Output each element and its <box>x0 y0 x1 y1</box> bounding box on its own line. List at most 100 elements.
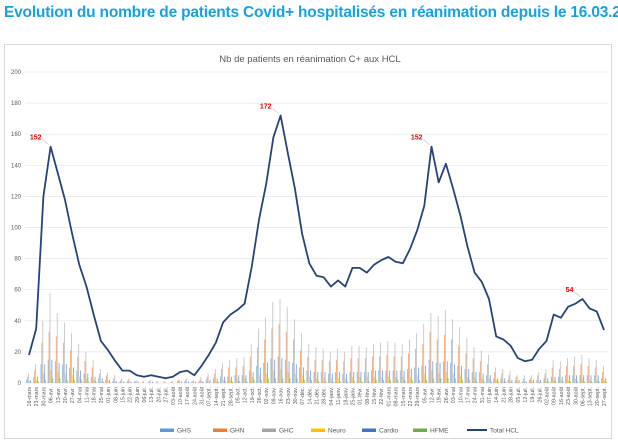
bar-hfme <box>548 381 550 383</box>
bar-cardio <box>346 373 347 383</box>
bar-hfme <box>66 379 68 383</box>
bar-ghn <box>77 356 79 383</box>
bar-cardio <box>604 378 606 383</box>
bar-hfme <box>347 381 348 383</box>
bar-cardio <box>152 381 153 383</box>
bar-ghc <box>495 367 496 383</box>
bar-neuro <box>309 376 311 383</box>
bar-cardio <box>353 372 355 383</box>
bar-ghn <box>185 379 186 383</box>
bar-ghc <box>207 373 209 383</box>
bar-ghs <box>565 375 566 383</box>
bar-ghs <box>414 367 416 383</box>
bar-ghc <box>430 313 432 383</box>
bar-ghc <box>243 356 245 383</box>
bar-ghc <box>250 344 252 383</box>
bar-ghc <box>329 351 331 383</box>
bar-ghs <box>105 379 106 383</box>
bar-ghs <box>234 375 236 383</box>
bar-ghn <box>127 379 129 383</box>
bar-ghs <box>299 367 301 383</box>
bar-cardio <box>195 381 197 383</box>
y-tick-label: 80 <box>14 257 21 263</box>
bar-ghn <box>364 358 366 383</box>
bar-ghc <box>193 379 195 383</box>
peak-annotation: 54 <box>566 287 574 294</box>
bar-hfme <box>282 378 284 383</box>
bar-ghn <box>170 381 172 383</box>
legend-swatch-neuro <box>311 428 325 432</box>
bar-ghs <box>119 381 121 383</box>
bar-ghn <box>400 356 402 383</box>
x-tick-label: 07-sept. <box>207 387 213 406</box>
bar-hfme <box>469 379 471 383</box>
bar-hfme <box>490 381 492 383</box>
bar-neuro <box>517 381 519 383</box>
bar-ghc <box>344 351 346 383</box>
bar-neuro <box>244 378 246 383</box>
bar-ghc <box>229 359 231 383</box>
bar-ghc <box>373 344 374 383</box>
x-tick-label: 25-mai <box>99 387 105 403</box>
bar-ghs <box>26 379 27 383</box>
bar-neuro <box>582 378 584 383</box>
x-tick-label: 22-juin <box>128 387 134 403</box>
bar-hfme <box>325 381 327 383</box>
bar-hfme <box>419 379 420 383</box>
peak-annotation: 152 <box>30 135 42 142</box>
bar-ghn <box>307 356 309 383</box>
bar-cardio <box>439 362 441 383</box>
y-tick-label: 140 <box>11 163 22 169</box>
bar-ghs <box>83 373 85 383</box>
bar-ghc <box>581 355 583 383</box>
bar-cardio <box>130 381 132 383</box>
bar-neuro <box>237 379 239 383</box>
bar-neuro <box>438 373 440 383</box>
bar-neuro <box>280 369 282 383</box>
bar-cardio <box>482 373 484 383</box>
x-tick-label: 11-mai <box>85 387 91 403</box>
bar-ghc <box>157 381 159 383</box>
chart-frame <box>4 44 612 439</box>
bar-neuro <box>604 379 605 383</box>
bar-cardio <box>576 375 577 383</box>
x-tick-label: 05-avr. <box>422 387 428 403</box>
x-tick-label: 02-août <box>545 386 551 404</box>
bar-neuro <box>64 373 66 383</box>
bar-ghc <box>28 373 29 383</box>
bar-cardio <box>569 375 570 383</box>
bar-neuro <box>201 381 203 383</box>
x-tick-label: 01-juin <box>106 387 112 403</box>
bar-neuro <box>338 378 339 383</box>
bar-cardio <box>267 362 268 383</box>
bar-ghs <box>292 362 293 383</box>
bar-ghs <box>277 356 279 383</box>
bar-ghc <box>358 345 360 383</box>
bar-ghs <box>263 362 265 383</box>
bar-cardio <box>475 372 477 383</box>
bar-ghc <box>545 369 547 383</box>
bar-cardio <box>418 367 419 383</box>
bar-neuro <box>215 381 217 383</box>
bar-ghs <box>558 376 559 383</box>
bar-ghn <box>494 372 496 383</box>
bar-ghs <box>62 364 63 383</box>
x-tick-label: 16-mars <box>27 387 33 407</box>
x-tick-label: 23-mars <box>34 387 40 407</box>
bar-neuro <box>417 375 418 383</box>
bar-hfme <box>354 381 356 383</box>
bar-ghs <box>133 381 135 383</box>
bar-ghc <box>322 348 324 383</box>
bar-ghn <box>443 334 445 383</box>
x-tick-label: 22-mars <box>408 387 414 407</box>
bar-neuro <box>481 378 483 383</box>
x-tick-label: 14-juin <box>494 387 500 403</box>
bar-cardio <box>561 376 563 383</box>
bar-ghs <box>500 378 502 383</box>
bar-cardio <box>259 367 261 383</box>
bar-cardio <box>511 379 513 383</box>
bar-neuro <box>424 373 426 383</box>
peak-annotation: 152 <box>411 135 423 142</box>
bar-cardio <box>317 372 319 383</box>
bar-hfme <box>368 381 370 383</box>
